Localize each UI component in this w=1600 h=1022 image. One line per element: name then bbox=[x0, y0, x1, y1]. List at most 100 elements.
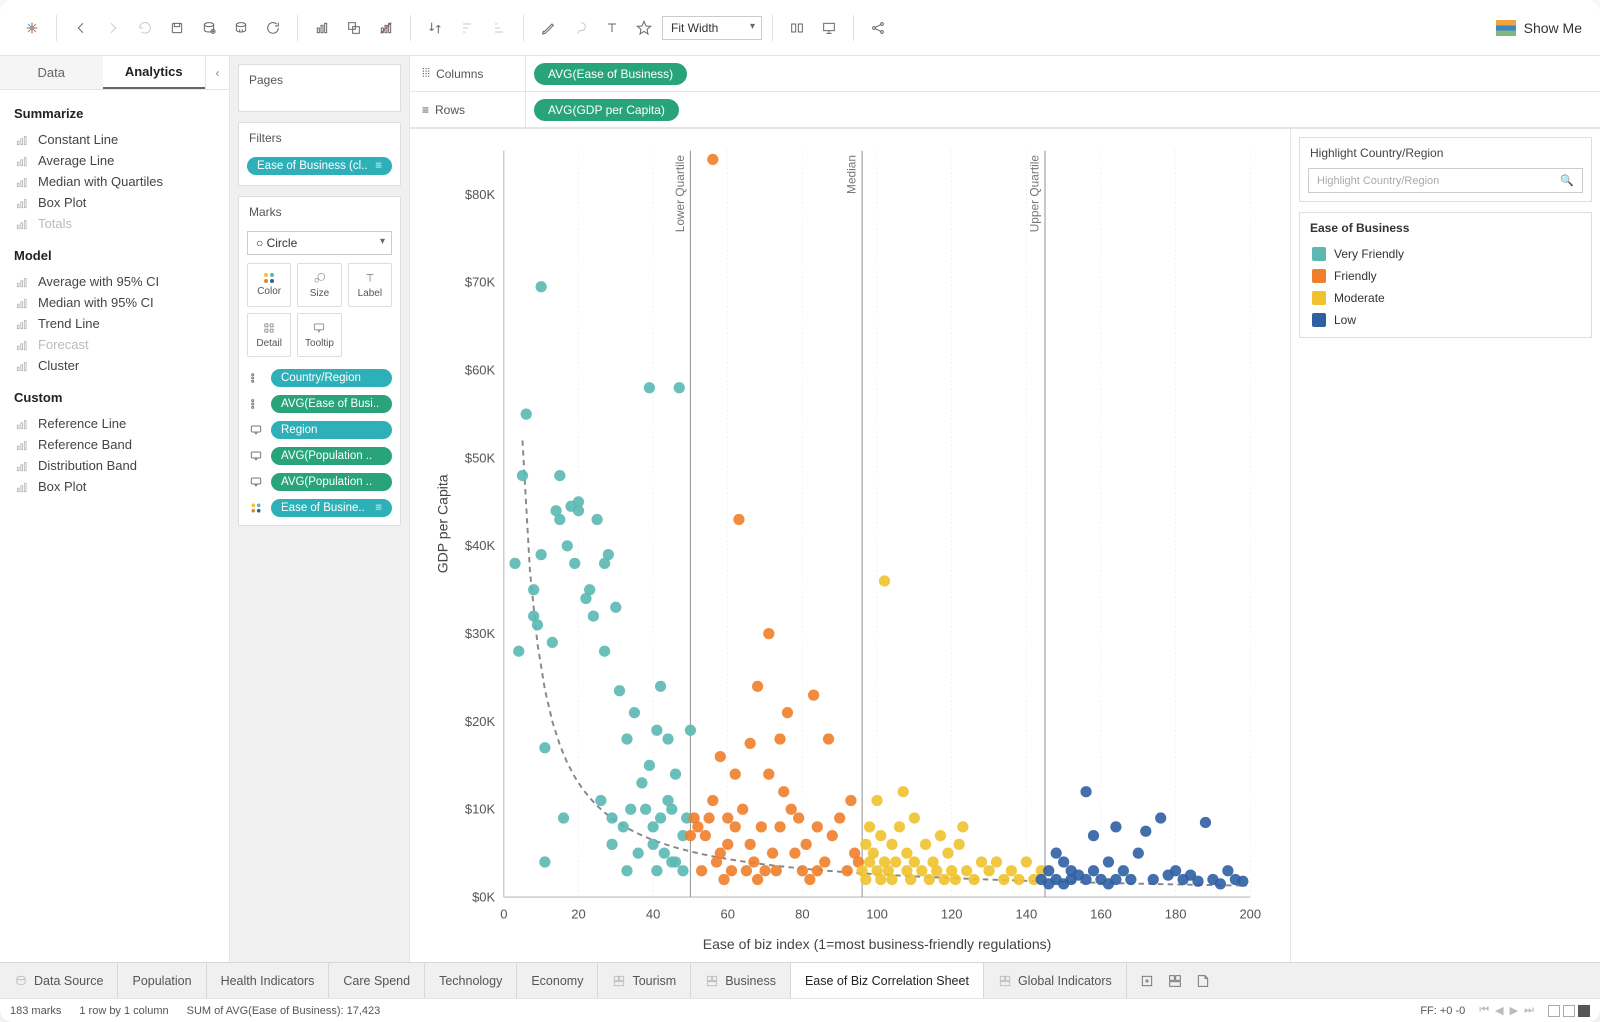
legend-card: Ease of Business Very FriendlyFriendlyMo… bbox=[1299, 212, 1592, 338]
clear-icon[interactable] bbox=[372, 14, 400, 42]
rows-shelf[interactable]: ≡Rows AVG(GDP per Capita) bbox=[410, 92, 1600, 128]
share-icon[interactable] bbox=[864, 14, 892, 42]
marks-card: Marks ○ Circle ColorSizeLabelDetailToolt… bbox=[238, 196, 401, 526]
mark-shelf-row[interactable]: AVG(Population .. bbox=[239, 443, 400, 469]
mark-type-dropdown[interactable]: ○ Circle bbox=[247, 231, 392, 255]
search-icon: 🔍 bbox=[1560, 174, 1574, 187]
legend-item[interactable]: Very Friendly bbox=[1300, 243, 1591, 265]
model-header: Model bbox=[14, 248, 215, 263]
highlight-title: Highlight Country/Region bbox=[1300, 138, 1591, 168]
sheet-tab[interactable]: Global Indicators bbox=[984, 963, 1127, 998]
svg-text:20: 20 bbox=[571, 907, 585, 922]
tab-actions bbox=[1127, 963, 1223, 998]
new-dashboard-icon[interactable] bbox=[1163, 969, 1187, 993]
sheet-tab[interactable]: Care Spend bbox=[329, 963, 425, 998]
data-source-tab[interactable]: Data Source bbox=[0, 963, 118, 998]
refresh-icon[interactable] bbox=[259, 14, 287, 42]
show-cards-icon[interactable] bbox=[783, 14, 811, 42]
mark-color[interactable]: Color bbox=[247, 263, 291, 307]
tab-data[interactable]: Data bbox=[0, 56, 103, 89]
mark-label[interactable]: Label bbox=[348, 263, 392, 307]
mark-shelf-row[interactable]: Region bbox=[239, 417, 400, 443]
duplicate-icon[interactable] bbox=[340, 14, 368, 42]
analytics-item[interactable]: Box Plot bbox=[14, 476, 215, 497]
presentation-icon[interactable] bbox=[815, 14, 843, 42]
svg-text:$30K: $30K bbox=[465, 626, 496, 641]
group-icon[interactable] bbox=[566, 14, 594, 42]
analytics-item[interactable]: Reference Line bbox=[14, 413, 215, 434]
mark-shelf-row[interactable]: AVG(Ease of Busi.. bbox=[239, 391, 400, 417]
new-sheet-icon[interactable] bbox=[308, 14, 336, 42]
tab-analytics[interactable]: Analytics bbox=[103, 56, 206, 89]
svg-text:180: 180 bbox=[1165, 907, 1187, 922]
cards-column: Pages Filters Ease of Business (cl..≡ Ma… bbox=[230, 56, 410, 962]
svg-text:$60K: $60K bbox=[465, 363, 496, 378]
new-story-icon[interactable] bbox=[1191, 969, 1215, 993]
mark-tooltip[interactable]: Tooltip bbox=[297, 313, 341, 357]
save-icon[interactable] bbox=[163, 14, 191, 42]
legend-item[interactable]: Moderate bbox=[1300, 287, 1591, 309]
svg-text:0: 0 bbox=[500, 907, 507, 922]
filter-pill[interactable]: Ease of Business (cl..≡ bbox=[247, 157, 392, 175]
sheet-tab[interactable]: Ease of Biz Correlation Sheet bbox=[791, 963, 984, 998]
rows-pill[interactable]: AVG(GDP per Capita) bbox=[534, 99, 679, 121]
undo-redo-icon[interactable] bbox=[131, 14, 159, 42]
detail-icon bbox=[247, 370, 265, 386]
mark-shelf-row[interactable]: Ease of Busine..≡ bbox=[239, 495, 400, 521]
mark-size[interactable]: Size bbox=[297, 263, 341, 307]
new-worksheet-icon[interactable] bbox=[1135, 969, 1159, 993]
analytics-item[interactable]: Trend Line bbox=[14, 313, 215, 334]
analytics-item[interactable]: Forecast bbox=[14, 334, 215, 355]
columns-icon: ⦙⦙⦙ bbox=[422, 66, 430, 81]
analytics-item[interactable]: Distribution Band bbox=[14, 455, 215, 476]
filter-menu-icon: ≡ bbox=[375, 160, 382, 172]
sheet-tab[interactable]: Technology bbox=[425, 963, 517, 998]
forward-icon[interactable] bbox=[99, 14, 127, 42]
sheet-tab[interactable]: Health Indicators bbox=[207, 963, 330, 998]
nav-buttons[interactable]: ⏮◀▶⏭ bbox=[1477, 1004, 1536, 1017]
svg-text:$50K: $50K bbox=[465, 450, 496, 465]
rows-icon: ≡ bbox=[422, 103, 429, 117]
right-panel: Highlight Country/Region Highlight Count… bbox=[1290, 129, 1600, 962]
tooltip-icon bbox=[247, 474, 265, 490]
sheet-tab[interactable]: Business bbox=[691, 963, 791, 998]
mark-detail[interactable]: Detail bbox=[247, 313, 291, 357]
back-icon[interactable] bbox=[67, 14, 95, 42]
new-data-icon[interactable] bbox=[195, 14, 223, 42]
columns-pill[interactable]: AVG(Ease of Business) bbox=[534, 63, 687, 85]
analytics-item[interactable]: Average Line bbox=[14, 150, 215, 171]
highlight-input[interactable]: Highlight Country/Region 🔍 bbox=[1308, 168, 1583, 193]
highlight-icon[interactable] bbox=[534, 14, 562, 42]
svg-text:200: 200 bbox=[1239, 907, 1261, 922]
analytics-item[interactable]: Constant Line bbox=[14, 129, 215, 150]
mark-shelf-row[interactable]: AVG(Population .. bbox=[239, 469, 400, 495]
scatter-plot[interactable]: 020406080100120140160180200$0K$10K$20K$3… bbox=[410, 129, 1290, 962]
sort-asc-icon[interactable] bbox=[453, 14, 481, 42]
sort-desc-icon[interactable] bbox=[485, 14, 513, 42]
pin-icon[interactable] bbox=[630, 14, 658, 42]
view-icons[interactable] bbox=[1548, 1005, 1590, 1017]
mark-shelf-row[interactable]: Country/Region bbox=[239, 365, 400, 391]
fit-dropdown[interactable]: Fit Width bbox=[662, 16, 762, 40]
legend-item[interactable]: Low bbox=[1300, 309, 1591, 331]
collapse-icon[interactable]: ‹ bbox=[205, 56, 229, 89]
text-icon[interactable] bbox=[598, 14, 626, 42]
sheet-tab[interactable]: Population bbox=[118, 963, 206, 998]
svg-text:40: 40 bbox=[646, 907, 660, 922]
logo-icon[interactable] bbox=[18, 14, 46, 42]
analytics-item[interactable]: Totals bbox=[14, 213, 215, 234]
legend-item[interactable]: Friendly bbox=[1300, 265, 1591, 287]
pause-data-icon[interactable] bbox=[227, 14, 255, 42]
pages-card: Pages bbox=[238, 64, 401, 112]
analytics-item[interactable]: Cluster bbox=[14, 355, 215, 376]
analytics-item[interactable]: Average with 95% CI bbox=[14, 271, 215, 292]
analytics-item[interactable]: Reference Band bbox=[14, 434, 215, 455]
analytics-item[interactable]: Median with 95% CI bbox=[14, 292, 215, 313]
columns-shelf[interactable]: ⦙⦙⦙Columns AVG(Ease of Business) bbox=[410, 56, 1600, 92]
analytics-item[interactable]: Median with Quartiles bbox=[14, 171, 215, 192]
sheet-tab[interactable]: Economy bbox=[517, 963, 598, 998]
sheet-tab[interactable]: Tourism bbox=[598, 963, 691, 998]
analytics-item[interactable]: Box Plot bbox=[14, 192, 215, 213]
swap-icon[interactable] bbox=[421, 14, 449, 42]
show-me-button[interactable]: Show Me bbox=[1496, 20, 1582, 36]
